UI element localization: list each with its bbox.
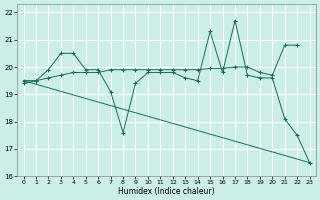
X-axis label: Humidex (Indice chaleur): Humidex (Indice chaleur) [118, 187, 215, 196]
